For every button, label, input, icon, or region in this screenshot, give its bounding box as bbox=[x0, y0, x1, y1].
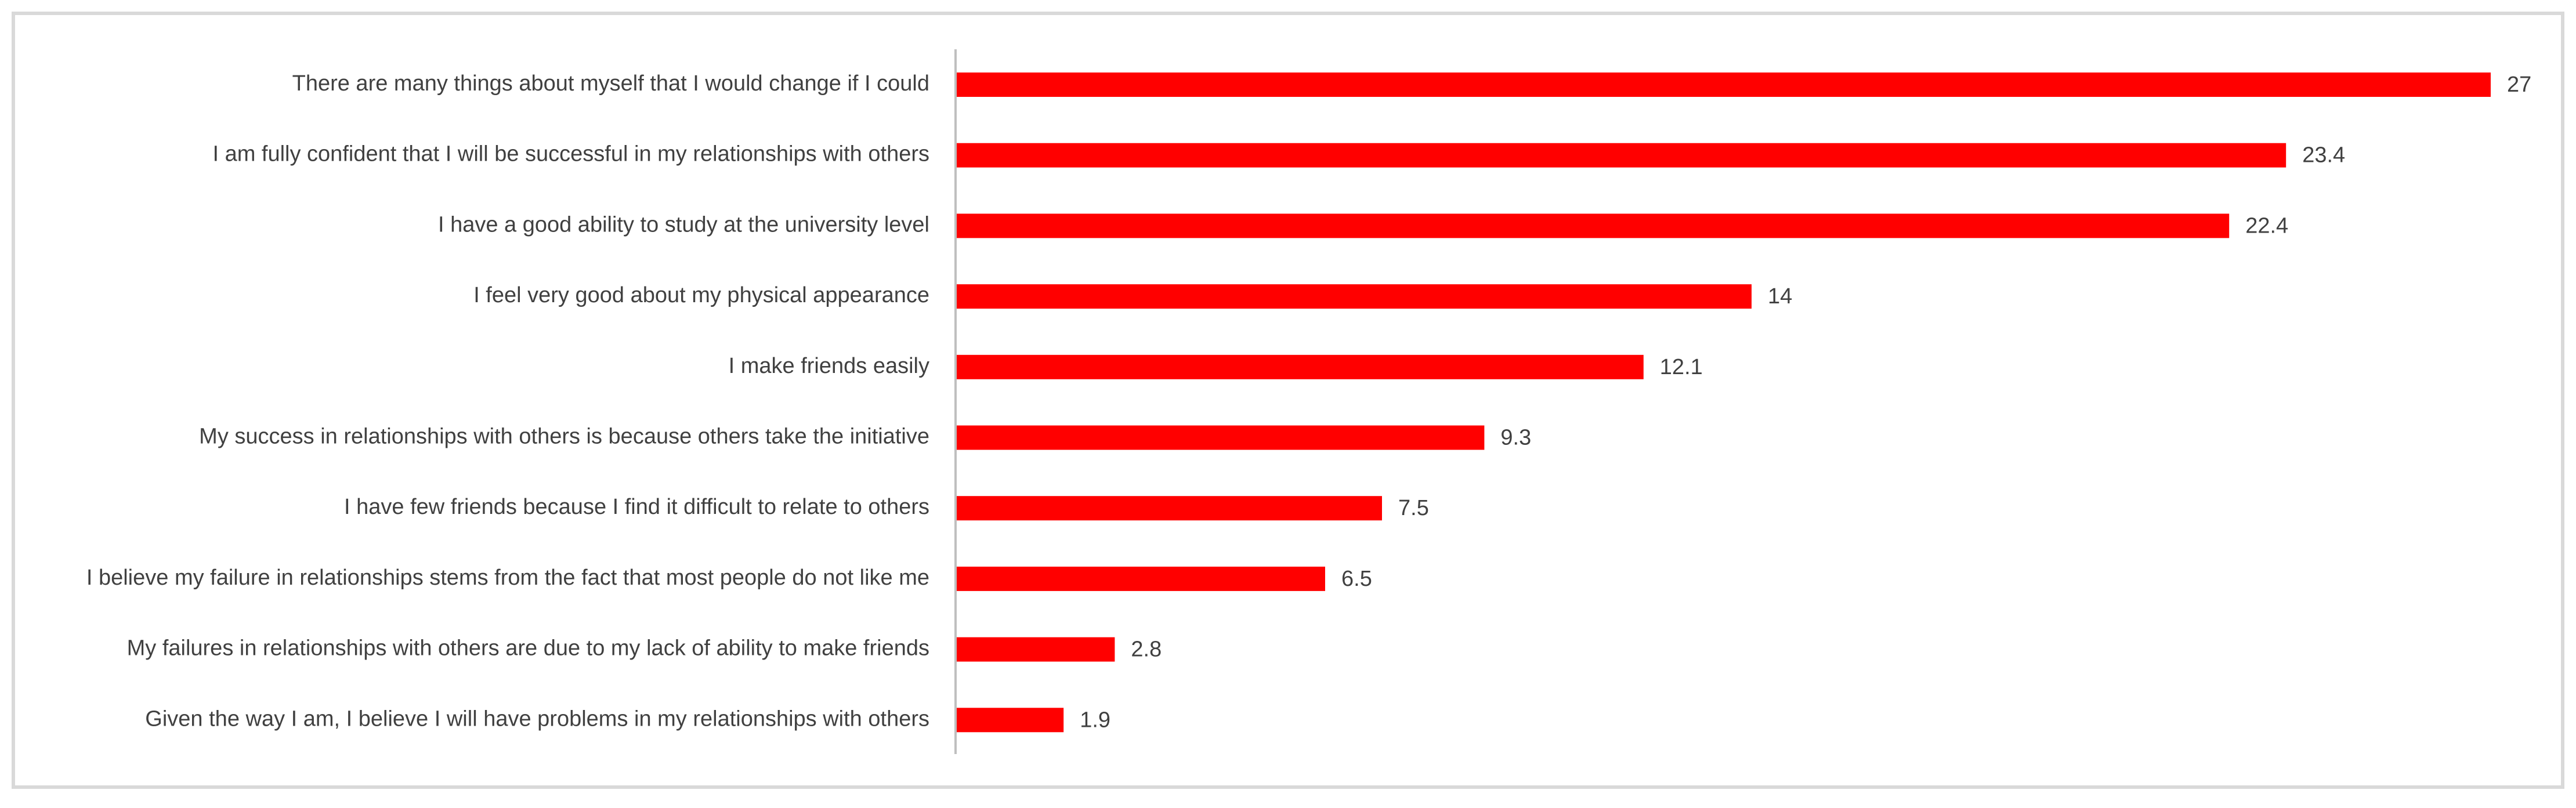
category-label: I believe my failure in relationships st… bbox=[86, 566, 929, 590]
value-label: 6.5 bbox=[1341, 567, 1372, 591]
value-label: 9.3 bbox=[1500, 426, 1531, 450]
chart-frame bbox=[12, 12, 2564, 789]
bars-layer bbox=[957, 73, 2491, 733]
value-label: 14 bbox=[1768, 284, 1792, 309]
category-label: Given the way I am, I believe I will hav… bbox=[145, 706, 929, 731]
category-label: I am fully confident that I will be succ… bbox=[212, 142, 929, 166]
value-label: 7.5 bbox=[1398, 496, 1429, 520]
category-label: My failures in relationships with others… bbox=[127, 636, 929, 661]
category-label: I have a good ability to study at the un… bbox=[438, 212, 929, 237]
bar bbox=[957, 73, 2491, 97]
category-label: I have few friends because I find it dif… bbox=[344, 495, 929, 519]
value-label: 23.4 bbox=[2302, 143, 2345, 168]
value-label: 12.1 bbox=[1660, 355, 1703, 379]
bar bbox=[957, 496, 1382, 521]
category-labels: There are many things about myself that … bbox=[86, 71, 929, 731]
category-label: I make friends easily bbox=[729, 354, 929, 378]
value-label: 27 bbox=[2507, 73, 2531, 97]
bar bbox=[957, 143, 2286, 168]
category-label: I feel very good about my physical appea… bbox=[473, 283, 929, 307]
bar bbox=[957, 425, 1485, 450]
bar bbox=[957, 354, 1644, 379]
category-label: My success in relationships with others … bbox=[199, 425, 929, 449]
value-label: 1.9 bbox=[1080, 708, 1110, 732]
bar bbox=[957, 637, 1115, 662]
category-label: There are many things about myself that … bbox=[292, 71, 929, 96]
value-label: 22.4 bbox=[2245, 213, 2288, 238]
bar bbox=[957, 566, 1325, 591]
bar bbox=[957, 213, 2230, 238]
bar bbox=[957, 708, 1064, 733]
value-labels: 27 23.4 22.4 14 12.1 9.3 7.5 6.5 2.8 1.9 bbox=[1080, 73, 2531, 732]
value-label: 2.8 bbox=[1131, 637, 1162, 662]
bar bbox=[957, 284, 1752, 309]
